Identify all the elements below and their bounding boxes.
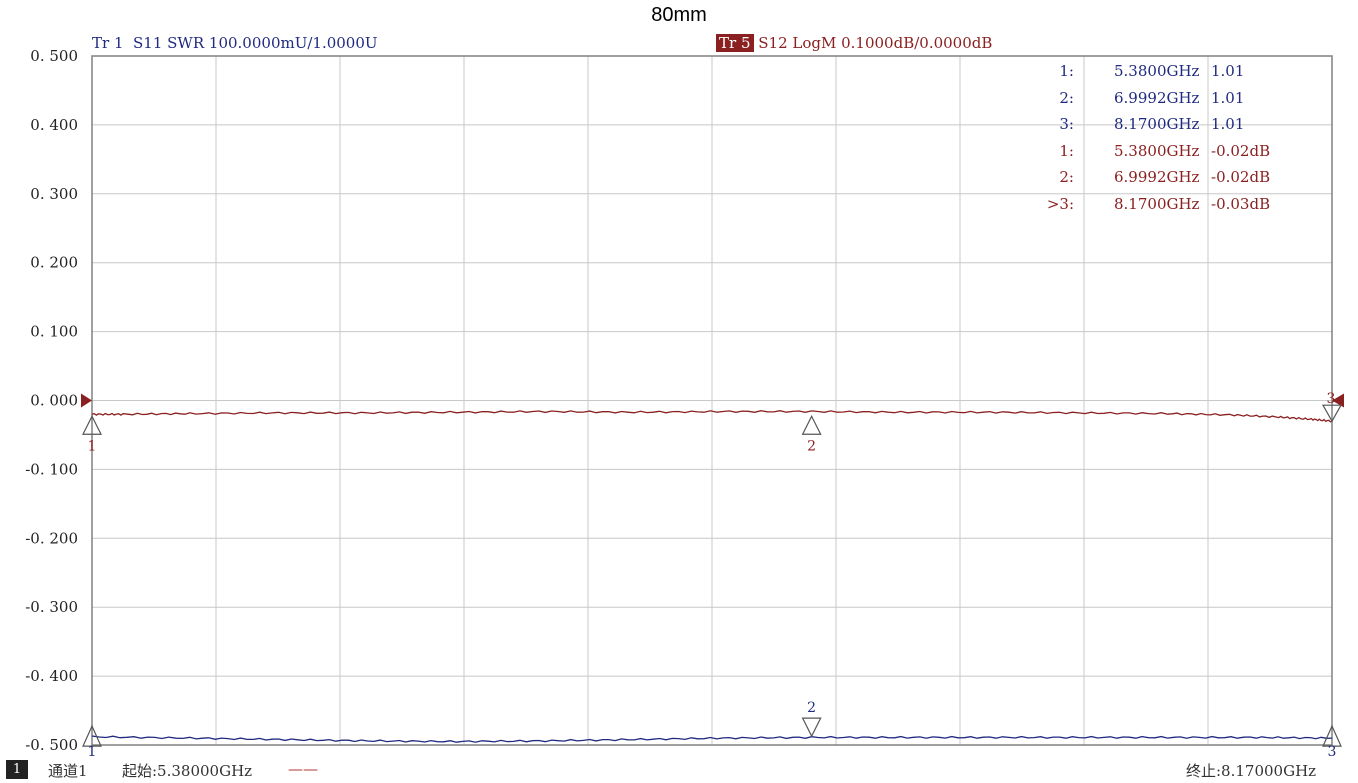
stop-frequency[interactable]: 终止:8.17000GHz: [1186, 762, 1317, 780]
marker-triangle-icon: [801, 414, 822, 435]
y-tick-label: 0. 100: [30, 323, 78, 341]
marker-index: 2:: [1059, 168, 1074, 186]
trace-5-label: S12 LogM 0.1000dB/0.0000dB: [753, 34, 993, 52]
y-tick-label: 0. 400: [30, 116, 78, 134]
marker-label: 2: [807, 438, 816, 454]
marker-index: 3:: [1059, 115, 1074, 133]
marker-label: 1: [88, 744, 97, 760]
trace-markers: 1 2 3 1 2 3: [82, 391, 1343, 760]
y-axis-ticks: 0. 500 0. 400 0. 300 0. 200 0. 100 0. 000 -0. …: [25, 47, 1344, 754]
y-tick-label: -0. 300: [25, 598, 78, 616]
marker-triangle-icon: [82, 724, 102, 747]
marker-frequency: 5.3800GHz: [1114, 62, 1200, 80]
y-tick-label: -0. 200: [25, 529, 78, 547]
reference-left-arrow-icon: [81, 393, 92, 408]
marker-label: 1: [88, 438, 97, 454]
marker-frequency: 6.9992GHz: [1114, 88, 1200, 107]
trace-lines: [91, 410, 1333, 743]
marker-index: 2:: [1059, 88, 1074, 107]
channel-badge[interactable]: 1: [6, 760, 28, 779]
marker-triangle-icon: [801, 717, 822, 738]
y-tick-label: -0. 500: [25, 736, 78, 754]
plot-grid: [91, 55, 1333, 746]
marker-index: 1:: [1059, 62, 1074, 80]
y-tick-label: 0. 300: [30, 185, 78, 203]
marker-value: 1.01: [1211, 88, 1245, 107]
start-frequency[interactable]: 起始:5.38000GHz: [122, 762, 253, 780]
marker-label: 2: [807, 700, 816, 716]
marker-label: 3: [1328, 744, 1337, 760]
marker-frequency: 6.9992GHz: [1114, 168, 1200, 186]
y-tick-label: 0. 500: [30, 47, 78, 65]
start-dash: ——: [288, 760, 318, 778]
y-tick-label: -0. 400: [25, 667, 78, 685]
channel-label[interactable]: 通道1: [48, 762, 88, 780]
marker-frequency: 8.1700GHz: [1114, 194, 1200, 213]
marker-index: >3:: [1046, 194, 1074, 213]
y-tick-label: 0. 000: [30, 392, 78, 410]
marker-value: -0.03dB: [1211, 194, 1271, 213]
series-line: [91, 410, 1333, 423]
marker-value: 1.01: [1211, 115, 1245, 133]
marker-triangle-icon: [1321, 404, 1343, 423]
marker-label: 3: [1327, 391, 1336, 407]
marker-value: -0.02dB: [1211, 141, 1271, 160]
marker-value: 1.01: [1211, 62, 1245, 80]
marker-frequency: 8.1700GHz: [1114, 115, 1200, 133]
reference-right-arrow-icon: [1332, 393, 1344, 408]
marker-frequency: 5.3800GHz: [1114, 141, 1200, 160]
marker-triangle-icon: [1322, 724, 1342, 747]
y-tick-label: 0. 200: [30, 254, 78, 272]
trace-1-header[interactable]: Tr 1 S11 SWR 100.0000mU/1.0000U: [92, 34, 378, 52]
trace-5-header[interactable]: Tr 5 S12 LogM 0.1000dB/0.0000dB: [716, 34, 992, 52]
series-line: [91, 735, 1333, 743]
marker-value: -0.02dB: [1211, 168, 1271, 186]
marker-index: 1:: [1059, 141, 1074, 160]
marker-triangle-icon: [82, 414, 102, 435]
trace-5-badge: Tr 5: [716, 34, 754, 52]
y-tick-label: -0. 100: [25, 460, 78, 478]
chart-title: 80mm: [651, 4, 707, 26]
